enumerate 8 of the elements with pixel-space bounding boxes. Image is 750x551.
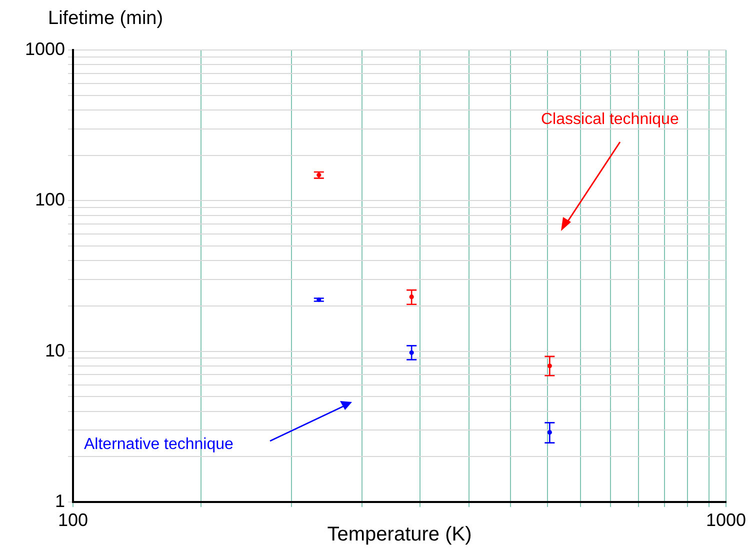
y-tick-label: 1 [54,490,65,511]
y-tick-label: 10 [44,340,65,360]
text: Classical technique [541,111,679,129]
x-axis-title: Temperature (K) [327,524,472,546]
y-tick-label: 1000 [24,38,65,59]
y-tick-label: 100 [34,190,65,210]
text: Alternative technique [84,436,234,454]
y-axis-title: Lifetime (min) [48,8,164,30]
